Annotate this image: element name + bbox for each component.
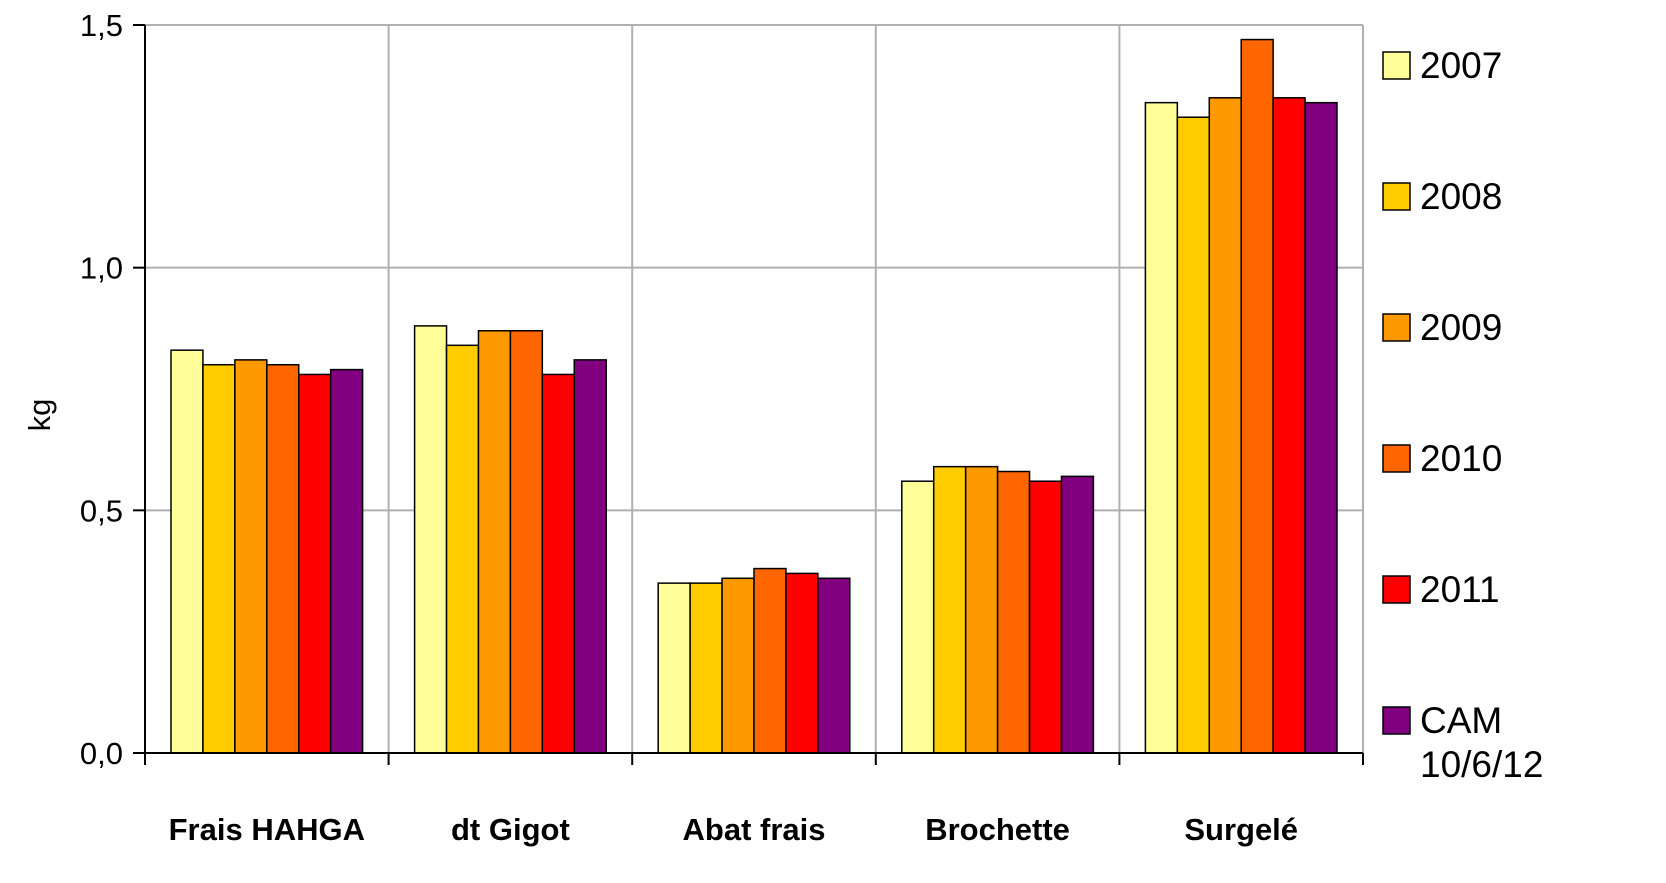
legend-swatch: [1382, 575, 1411, 604]
bars: [170, 38, 1338, 754]
category-labels: Frais HAHGA dt Gigot Abat frais Brochette Su…: [169, 812, 1298, 847]
legend-item: 2008: [1382, 176, 1502, 217]
legend-swatch: [1382, 706, 1411, 735]
bar: [1060, 475, 1095, 754]
bar: [901, 480, 935, 754]
legend-swatch: [1382, 51, 1411, 80]
legend-label: 10/6/12: [1420, 744, 1543, 785]
category-label: dt Gigot: [451, 812, 570, 847]
bar: [689, 582, 723, 754]
bar: [234, 359, 268, 754]
legend-item: 2009: [1382, 307, 1502, 348]
bar: [785, 572, 819, 754]
axes: [133, 24, 1364, 765]
legend-item: 2007: [1382, 45, 1502, 86]
legend-label: 2007: [1420, 45, 1502, 86]
bar: [413, 325, 448, 754]
legend-item: 2010: [1382, 438, 1502, 479]
y-tick-label: 1,0: [80, 251, 123, 286]
bar: [817, 577, 851, 754]
legend-item: 2011: [1382, 569, 1500, 610]
legend-label: 2011: [1420, 569, 1500, 610]
bar: [170, 349, 204, 754]
legend-label: 2009: [1420, 307, 1502, 348]
y-tick-label: 1,5: [80, 8, 123, 43]
bar: [1028, 480, 1063, 754]
bar: [1240, 38, 1274, 754]
legend-swatch: [1382, 313, 1411, 342]
y-axis-label: kg: [22, 399, 57, 432]
legend-label: CAM: [1420, 700, 1502, 741]
bar: [1176, 116, 1211, 754]
bar: [1272, 97, 1306, 754]
bar: [1208, 97, 1242, 754]
bar: [329, 368, 364, 754]
category-label: Frais HAHGA: [169, 812, 365, 847]
bar: [202, 363, 236, 754]
bar: [541, 373, 576, 754]
bar: [657, 582, 691, 754]
legend-label: 2008: [1420, 176, 1502, 217]
bar: [932, 465, 967, 754]
bar: [1304, 101, 1338, 754]
bar: [509, 330, 544, 754]
bar: [1144, 101, 1179, 754]
legend-swatch: [1382, 444, 1411, 473]
category-label: Brochette: [925, 812, 1070, 847]
bar: [266, 363, 300, 754]
category-label: Surgelé: [1184, 812, 1298, 847]
bar: [964, 465, 999, 754]
bar: [445, 344, 480, 754]
bar: [996, 470, 1031, 754]
category-label: Abat frais: [683, 812, 826, 847]
y-tick-label: 0,5: [80, 493, 123, 528]
bar: [297, 373, 332, 754]
legend-label: 2010: [1420, 438, 1502, 479]
y-tick-labels: 0,0 0,5 1,0 1,5: [80, 8, 123, 771]
bar: [477, 330, 512, 754]
legend-swatch: [1382, 182, 1411, 211]
bar: [721, 577, 755, 754]
y-tick-label: 0,0: [80, 736, 123, 771]
bar: [753, 567, 787, 754]
bar: [573, 359, 607, 754]
